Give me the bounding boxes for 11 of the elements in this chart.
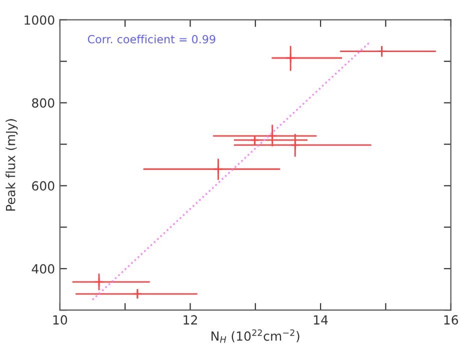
x-tick-label: 16 bbox=[444, 315, 458, 325]
y-tick-label: 800 bbox=[32, 98, 54, 108]
x-tick-label: 10 bbox=[53, 315, 68, 325]
x-tick-label: 14 bbox=[314, 315, 328, 324]
x-axis-title: N$_{H}$ (10$^{22}$cm$^{−2}$) bbox=[212, 329, 300, 343]
y-axis-title: Peak flux (mJy) bbox=[6, 119, 18, 211]
annotation: Corr. coefficient = 0.99 bbox=[88, 34, 216, 44]
y-tick-label: 1000 bbox=[24, 15, 54, 25]
y-tick-label: 600 bbox=[32, 181, 54, 191]
y-tick-label: 400 bbox=[32, 264, 54, 274]
x-tick-label: 12 bbox=[184, 315, 197, 324]
